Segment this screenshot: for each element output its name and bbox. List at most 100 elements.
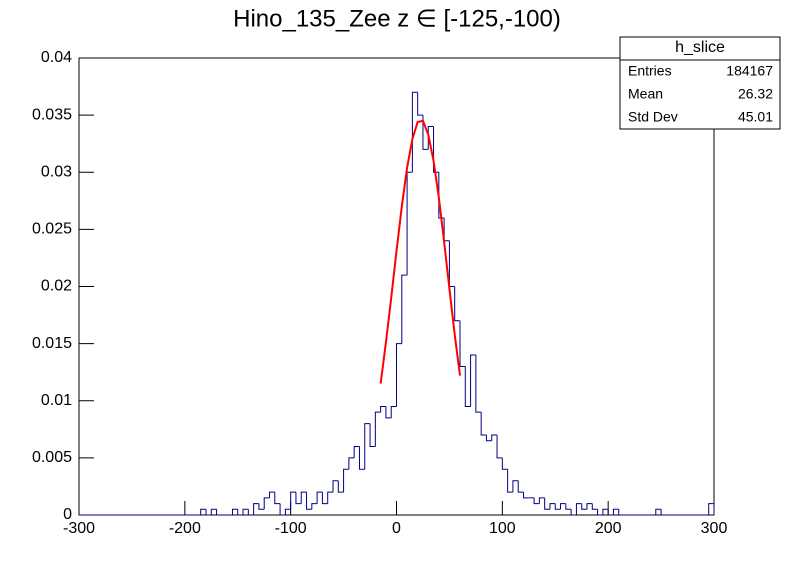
x-tick-label: 100: [489, 520, 516, 537]
chart-title: Hino_135_Zee z ∈ [-125,-100): [233, 5, 561, 32]
histogram-bin: [485, 435, 492, 442]
histogram-bin: [205, 509, 212, 516]
histogram-bin: [480, 412, 487, 436]
histogram-bin: [306, 492, 312, 510]
y-tick-label: 0.035: [32, 106, 72, 123]
histogram-bin: [660, 509, 667, 516]
histogram-bin: [364, 423, 371, 470]
stats-box: h_slice Entries 184167 Mean 26.32 Std De…: [619, 36, 781, 130]
x-tick-label: 0: [392, 520, 401, 537]
histogram-bin: [427, 126, 434, 150]
histogram-bin: [586, 503, 593, 510]
y-tick-label: 0.03: [41, 163, 72, 180]
histogram-bin: [655, 508, 662, 515]
histogram-bin: [337, 480, 344, 493]
histogram-bin: [581, 503, 587, 510]
histogram-bin: [517, 480, 524, 493]
histogram-bin: [353, 445, 360, 458]
histogram-bin: [380, 405, 386, 413]
histogram-bin: [438, 172, 445, 219]
histogram-bin: [575, 503, 582, 515]
histogram-bin: [454, 286, 460, 322]
histogram-bin: [491, 434, 498, 441]
histogram-bin: [311, 503, 318, 510]
histogram-bin: [496, 435, 503, 459]
histogram-bin: [200, 508, 206, 515]
histogram-bin: [269, 491, 275, 498]
x-tick-label: 200: [595, 520, 622, 537]
x-tick-label: 300: [701, 520, 728, 537]
histogram-bin: [396, 343, 402, 407]
histogram-bin: [216, 509, 222, 516]
histogram-bin: [422, 115, 429, 150]
histogram-bin: [560, 503, 566, 510]
histogram-bin: [549, 503, 556, 510]
stats-value: 45.01: [738, 109, 773, 125]
histogram-bin: [390, 405, 397, 418]
histogram-bin: [369, 423, 376, 447]
histogram-bin: [295, 492, 302, 505]
stats-label: Std Dev: [628, 109, 678, 125]
histogram-bin: [507, 469, 513, 493]
histogram-bin: [321, 492, 328, 505]
histogram-bin: [258, 503, 265, 510]
histogram-bin: [327, 491, 333, 504]
histogram-bin: [607, 509, 614, 516]
stats-value: 184167: [726, 63, 773, 79]
histogram-bin: [512, 480, 519, 493]
histogram-bin: [433, 126, 439, 173]
histogram-bin: [602, 508, 609, 515]
histogram-bin: [279, 503, 286, 516]
histogram-bin: [708, 503, 715, 515]
histogram-bin: [411, 91, 418, 173]
histogram-bin: [231, 508, 238, 515]
histogram-bin: [591, 503, 598, 510]
histogram-bin: [618, 509, 625, 516]
histogram-bin: [523, 492, 529, 499]
histogram-bin: [290, 491, 296, 510]
y-tick-label: 0.025: [32, 221, 72, 238]
histogram-bin: [274, 492, 281, 505]
histogram-bin: [417, 92, 423, 116]
histogram-bin: [348, 457, 355, 470]
histogram-bin: [358, 446, 365, 470]
stats-label: Mean: [628, 86, 663, 102]
y-tick-label: 0: [63, 506, 72, 523]
y-tick-label: 0.01: [41, 392, 72, 409]
y-tick-label: 0.04: [41, 49, 72, 66]
histogram-bin: [533, 497, 540, 505]
histogram-bin: [247, 509, 254, 516]
x-tick-label: -300: [63, 520, 95, 537]
histogram-bin: [237, 509, 244, 516]
histogram-bin: [570, 509, 577, 516]
stats-value: 26.32: [738, 86, 773, 102]
histogram-bin: [300, 491, 307, 504]
histogram-bin: [470, 354, 476, 407]
histogram-bin: [544, 497, 550, 510]
histogram-bin: [284, 508, 291, 515]
histogram-bin: [374, 411, 381, 447]
histogram-bin: [475, 355, 482, 413]
histogram-bin: [464, 366, 471, 407]
histogram-bin: [597, 509, 603, 516]
histogram-bin: [401, 274, 408, 344]
fit-curve: [379, 119, 461, 384]
histogram-bin: [538, 497, 545, 504]
histogram-bin: [385, 406, 392, 419]
x-tick-label: -100: [275, 520, 307, 537]
y-tick-label: 0.02: [41, 278, 72, 295]
histogram-bin: [210, 508, 217, 515]
x-tick-label: -200: [169, 520, 201, 537]
stats-label: Entries: [628, 63, 672, 79]
y-tick-label: 0.005: [32, 449, 72, 466]
histogram-bin: [242, 508, 249, 515]
y-tick-label: 0.015: [32, 335, 72, 352]
histogram-bin: [459, 320, 466, 367]
histogram-bin: [554, 503, 561, 510]
stats-title: h_slice: [675, 39, 725, 56]
histogram-bin: [332, 480, 339, 493]
histogram-bin: [501, 457, 508, 470]
stats-frame: [619, 36, 781, 130]
histogram-bin: [253, 503, 259, 515]
